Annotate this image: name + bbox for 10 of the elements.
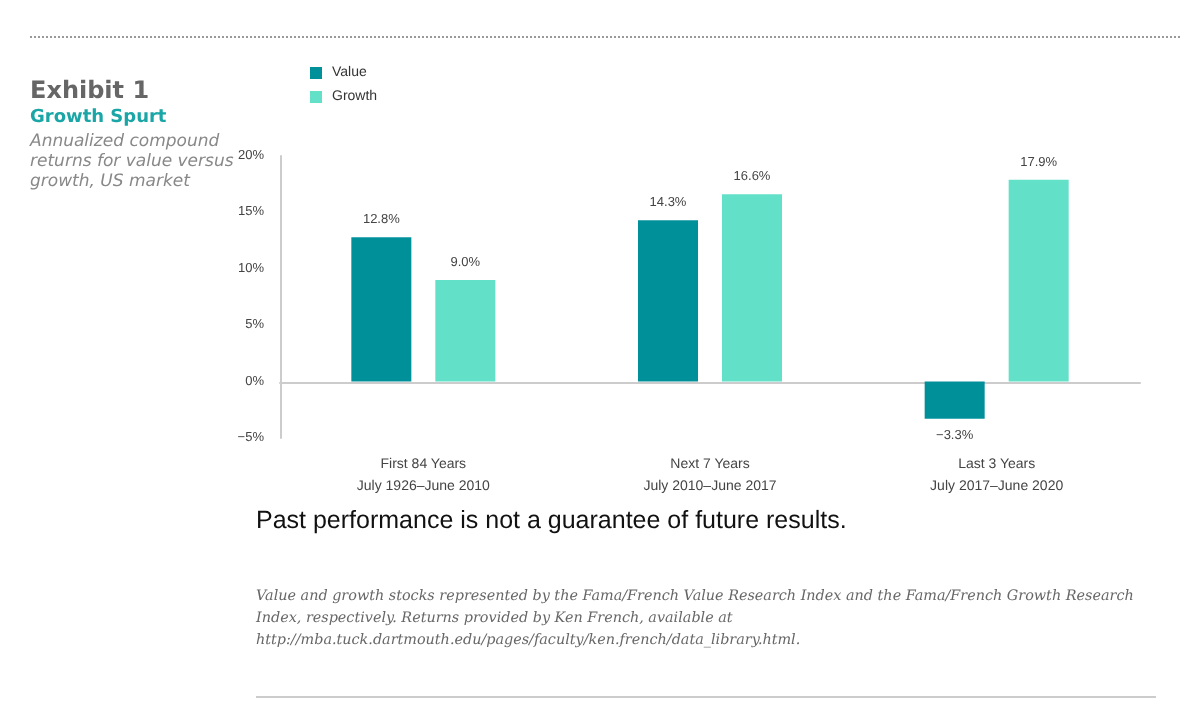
bar [638, 220, 698, 382]
bar [924, 381, 985, 419]
text: Growth Spurt [30, 108, 167, 128]
bar [1008, 179, 1069, 382]
bar [722, 194, 782, 382]
text: Annualized compound returns for value versus growth, US market [30, 132, 236, 192]
chart-title: Exhibit 1 [30, 76, 150, 104]
bar [435, 280, 496, 382]
bar [351, 237, 412, 382]
text: Past performance is not a guarantee of future results. [256, 506, 847, 534]
